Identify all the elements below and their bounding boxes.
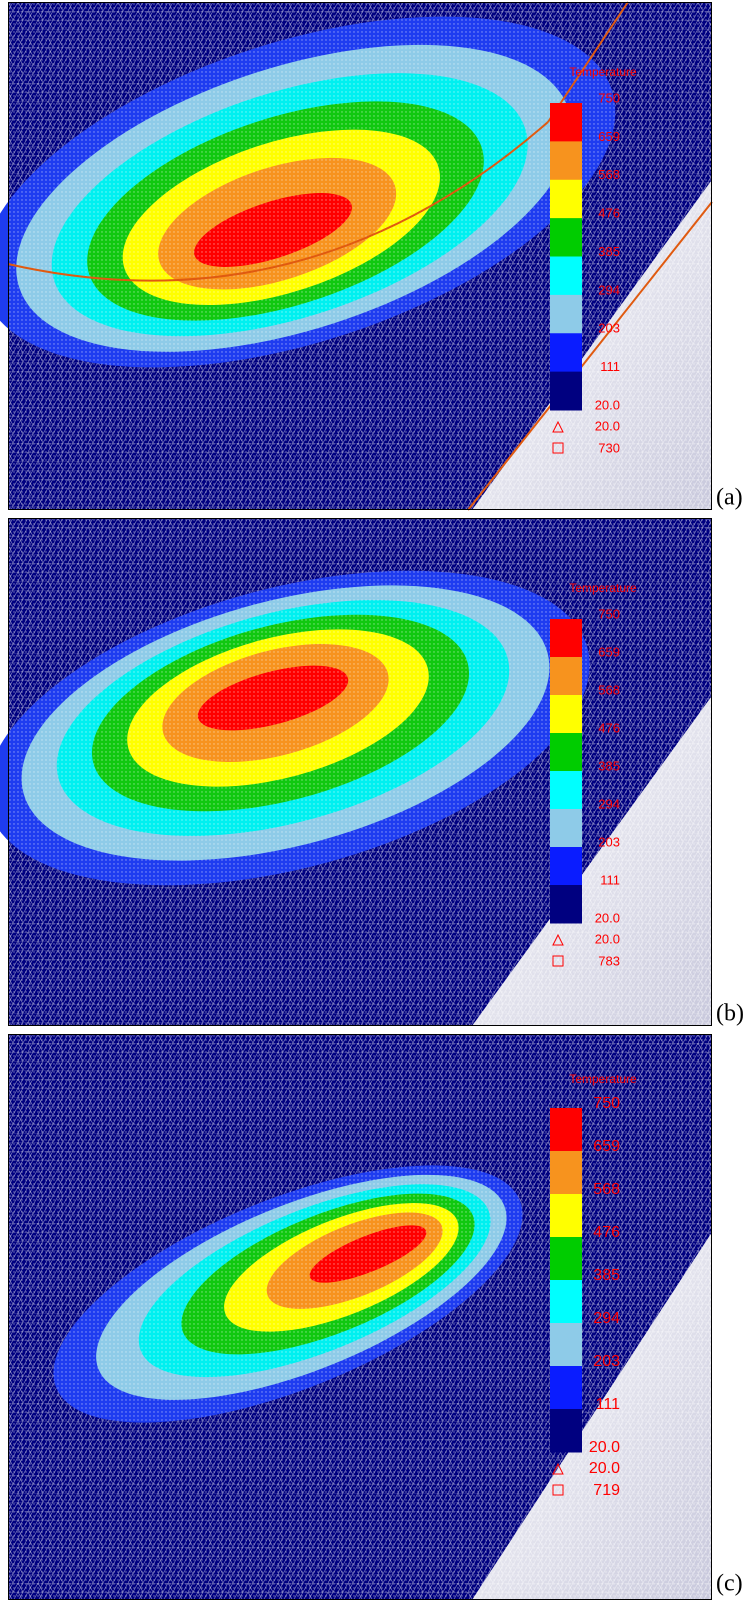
legend-color	[550, 218, 582, 257]
legend-min: 20.0	[595, 418, 620, 433]
legend-color	[550, 141, 582, 180]
legend-max: 719	[593, 1482, 620, 1499]
panel-label: (b)	[716, 1001, 744, 1027]
panel-label: (c)	[716, 1571, 743, 1597]
legend-title: Temperature	[569, 581, 637, 595]
legend-color	[550, 1323, 582, 1367]
legend-level: 750	[598, 606, 620, 621]
legend-color	[550, 372, 582, 411]
legend-level: 385	[598, 244, 620, 259]
legend-max: 783	[598, 953, 620, 968]
legend-level: 385	[593, 1267, 620, 1284]
legend-level: 476	[598, 720, 620, 735]
legend-level: 203	[598, 321, 620, 336]
legend-color	[550, 1366, 582, 1410]
legend-level: 476	[593, 1224, 620, 1241]
legend-color	[550, 619, 582, 658]
figure: Temperature 750 659 568 476 385 294 203 111 20.0 2…	[0, 0, 752, 1611]
legend-color	[550, 695, 582, 734]
legend-level: 203	[598, 834, 620, 849]
panel-label: (a)	[716, 485, 743, 511]
legend-color	[550, 1108, 582, 1152]
legend-level: 750	[593, 1095, 620, 1112]
legend-color	[550, 657, 582, 696]
legend-color	[550, 885, 582, 924]
legend-color	[550, 295, 582, 334]
legend-level: 659	[593, 1138, 620, 1155]
legend-title: Temperature	[569, 1072, 637, 1086]
legend-color	[550, 257, 582, 296]
legend-level: 568	[598, 682, 620, 697]
legend-level: 294	[598, 282, 620, 297]
legend-level: 111	[600, 359, 620, 374]
legend-level: 568	[598, 167, 620, 182]
legend-level: 659	[598, 129, 620, 144]
legend-color	[550, 771, 582, 810]
legend-level: 20.0	[595, 910, 620, 925]
legend-color	[550, 1194, 582, 1238]
legend-color	[550, 1151, 582, 1195]
panel: Temperature 750 659 568 476 385 294 203 111 20.0 2…	[8, 1034, 712, 1600]
legend-color	[550, 333, 582, 372]
legend-level: 20.0	[589, 1439, 620, 1456]
legend-title: Temperature	[569, 65, 637, 79]
legend-color	[550, 1409, 582, 1453]
legend-level: 111	[596, 1396, 620, 1413]
legend-level: 203	[593, 1353, 620, 1370]
legend-color	[550, 733, 582, 772]
panel: Temperature 750 659 568 476 385 294 203 111 20.0 2…	[0, 513, 712, 1026]
legend-level: 659	[598, 644, 620, 659]
legend-max: 730	[598, 440, 620, 455]
legend-level: 750	[598, 90, 620, 105]
legend-level: 20.0	[595, 397, 620, 412]
legend-color	[550, 1280, 582, 1324]
legend-level: 476	[598, 206, 620, 221]
legend-color	[550, 180, 582, 219]
legend-level: 568	[593, 1181, 620, 1198]
legend-level: 294	[598, 796, 620, 811]
legend-color	[550, 1237, 582, 1281]
legend-min: 20.0	[589, 1460, 620, 1477]
legend-color	[550, 103, 582, 142]
legend-color	[550, 847, 582, 886]
legend-min: 20.0	[595, 931, 620, 946]
legend-color	[550, 809, 582, 848]
legend-level: 385	[598, 758, 620, 773]
legend-level: 111	[600, 872, 620, 887]
page: {"panels":[ {"label":"(a)","legend":{"ti…	[0, 0, 752, 1611]
legend-level: 294	[593, 1310, 620, 1327]
panel: Temperature 750 659 568 476 385 294 203 111 20.0 2…	[0, 0, 712, 510]
